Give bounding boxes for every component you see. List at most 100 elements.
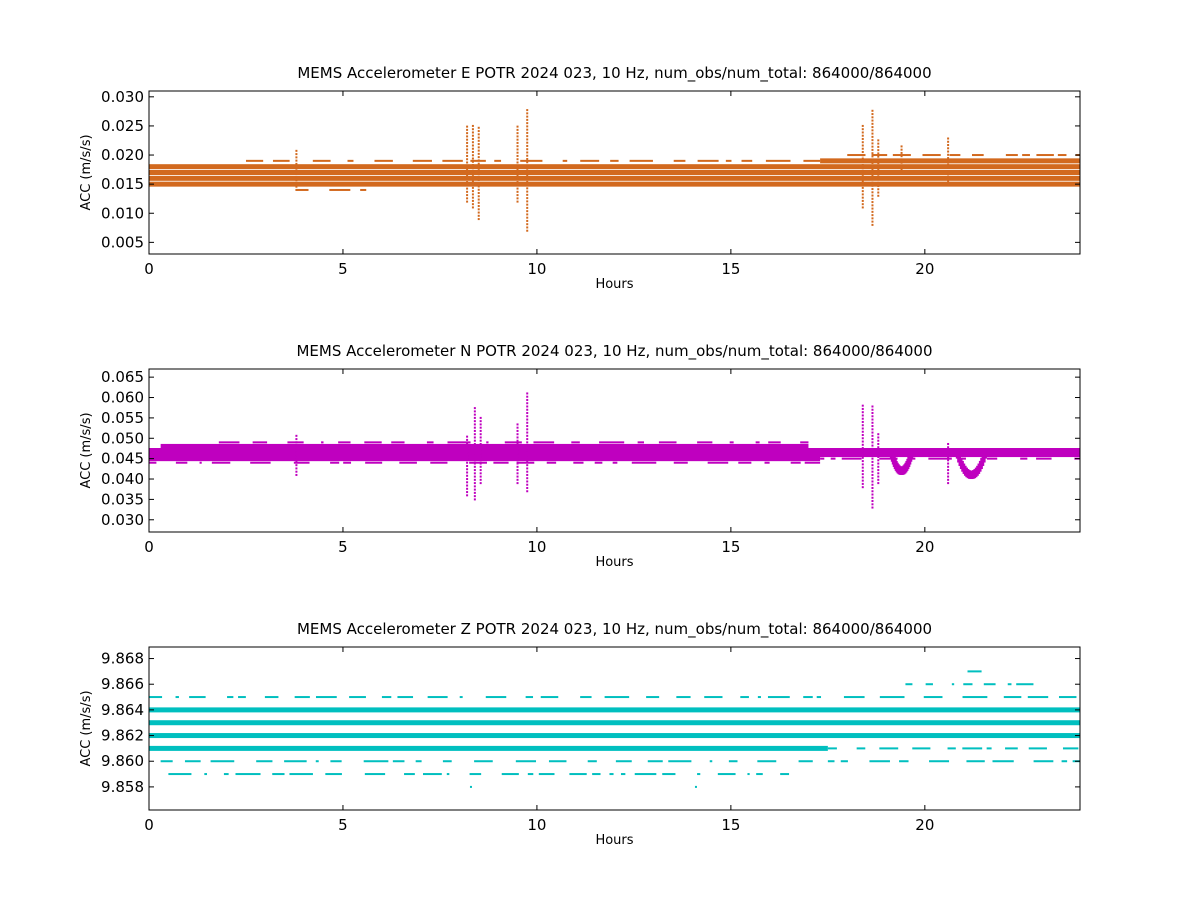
spike-point [295, 473, 298, 476]
data-segment [573, 461, 584, 464]
data-segment [1058, 696, 1077, 699]
spike-point [871, 506, 874, 509]
spike-point [877, 142, 880, 145]
spike-point [466, 478, 469, 481]
data-segment [469, 773, 482, 776]
data-segment [343, 461, 352, 464]
spike-point [900, 151, 903, 154]
data-segment [767, 696, 790, 699]
chart-title: MEMS Accelerometer Z POTR 2024 023, 10 H… [297, 620, 932, 639]
spike-point [877, 439, 880, 442]
spike-point [479, 469, 482, 472]
data-segment [571, 441, 580, 444]
spike-point [871, 201, 874, 204]
spike-point [295, 441, 298, 444]
spike-point [477, 139, 480, 142]
data-segment [697, 159, 719, 162]
x-tick-label: 5 [338, 538, 348, 556]
spike-point [295, 460, 298, 463]
data-segment [329, 188, 351, 191]
spike-point [947, 173, 950, 176]
y-tick-label: 9.866 [101, 675, 144, 693]
spike-point [861, 469, 864, 472]
data-segment [427, 696, 448, 699]
data-segment [610, 159, 619, 162]
spike-point [516, 200, 519, 203]
spike-point [526, 112, 529, 115]
spike-point [295, 166, 298, 169]
data-segment [923, 696, 943, 699]
spike-point [479, 439, 482, 442]
y-tick-label: 0.005 [101, 233, 144, 251]
spike-point [861, 167, 864, 170]
dip-mark [909, 450, 914, 459]
x-tick-label: 10 [527, 816, 546, 834]
y-tick-label: 9.862 [101, 727, 144, 745]
spike-point [877, 185, 880, 188]
spike-point [477, 152, 480, 155]
data-segment [392, 760, 405, 763]
spike-point [861, 154, 864, 157]
data-segment [947, 747, 956, 750]
spike-point [871, 464, 874, 467]
spike-point [526, 434, 529, 437]
spike-point [516, 478, 519, 481]
spike-point [516, 132, 519, 135]
spike-point [295, 438, 298, 441]
spike-point [295, 175, 298, 178]
spike-point [516, 161, 519, 164]
data-segment [709, 760, 713, 763]
spike-point [871, 412, 874, 415]
spike-point [877, 171, 880, 174]
spike-point [471, 154, 474, 157]
spike-point [877, 175, 880, 178]
data-segment [879, 457, 898, 460]
data-segment [175, 696, 179, 699]
spike-point [471, 167, 474, 170]
data-segment [548, 760, 567, 763]
spike-point [473, 459, 476, 462]
spike-point [526, 171, 529, 174]
data-segment [594, 461, 603, 464]
spike-point [526, 470, 529, 473]
spike-point [861, 180, 864, 183]
data-segment [520, 159, 543, 162]
spike-point [900, 164, 903, 167]
spike-point [861, 173, 864, 176]
spike-point [861, 443, 864, 446]
data-segment [1027, 696, 1049, 699]
spike-point [526, 229, 529, 232]
spike-point [466, 190, 469, 193]
spike-point [466, 161, 469, 164]
spike-point [526, 219, 529, 222]
spike-point [526, 441, 529, 444]
spike-point [477, 159, 480, 162]
data-segment [604, 696, 630, 699]
spike-point [900, 171, 903, 174]
spike-point [861, 414, 864, 417]
data-segment [738, 461, 752, 464]
data-segment [189, 696, 206, 699]
data-segment [540, 696, 559, 699]
x-tick-label: 0 [144, 816, 154, 834]
spike-point [877, 152, 880, 155]
spike-point [877, 475, 880, 478]
data-segment [856, 747, 866, 750]
spike-point [877, 433, 880, 436]
spike-point [466, 197, 469, 200]
data-segment [245, 159, 264, 162]
spike-point [877, 191, 880, 194]
data-segment [840, 760, 848, 763]
data-segment [992, 760, 1014, 763]
spike-point [861, 193, 864, 196]
spike-point [871, 155, 874, 158]
y-tick-label: 0.050 [101, 429, 144, 447]
spike-point [473, 462, 476, 465]
spike-point [295, 444, 298, 447]
x-tick-label: 0 [144, 260, 154, 278]
spike-point [466, 174, 469, 177]
data-band [149, 164, 1080, 170]
spike-point [516, 456, 519, 459]
data-segment [296, 188, 309, 191]
data-segment [922, 154, 941, 157]
